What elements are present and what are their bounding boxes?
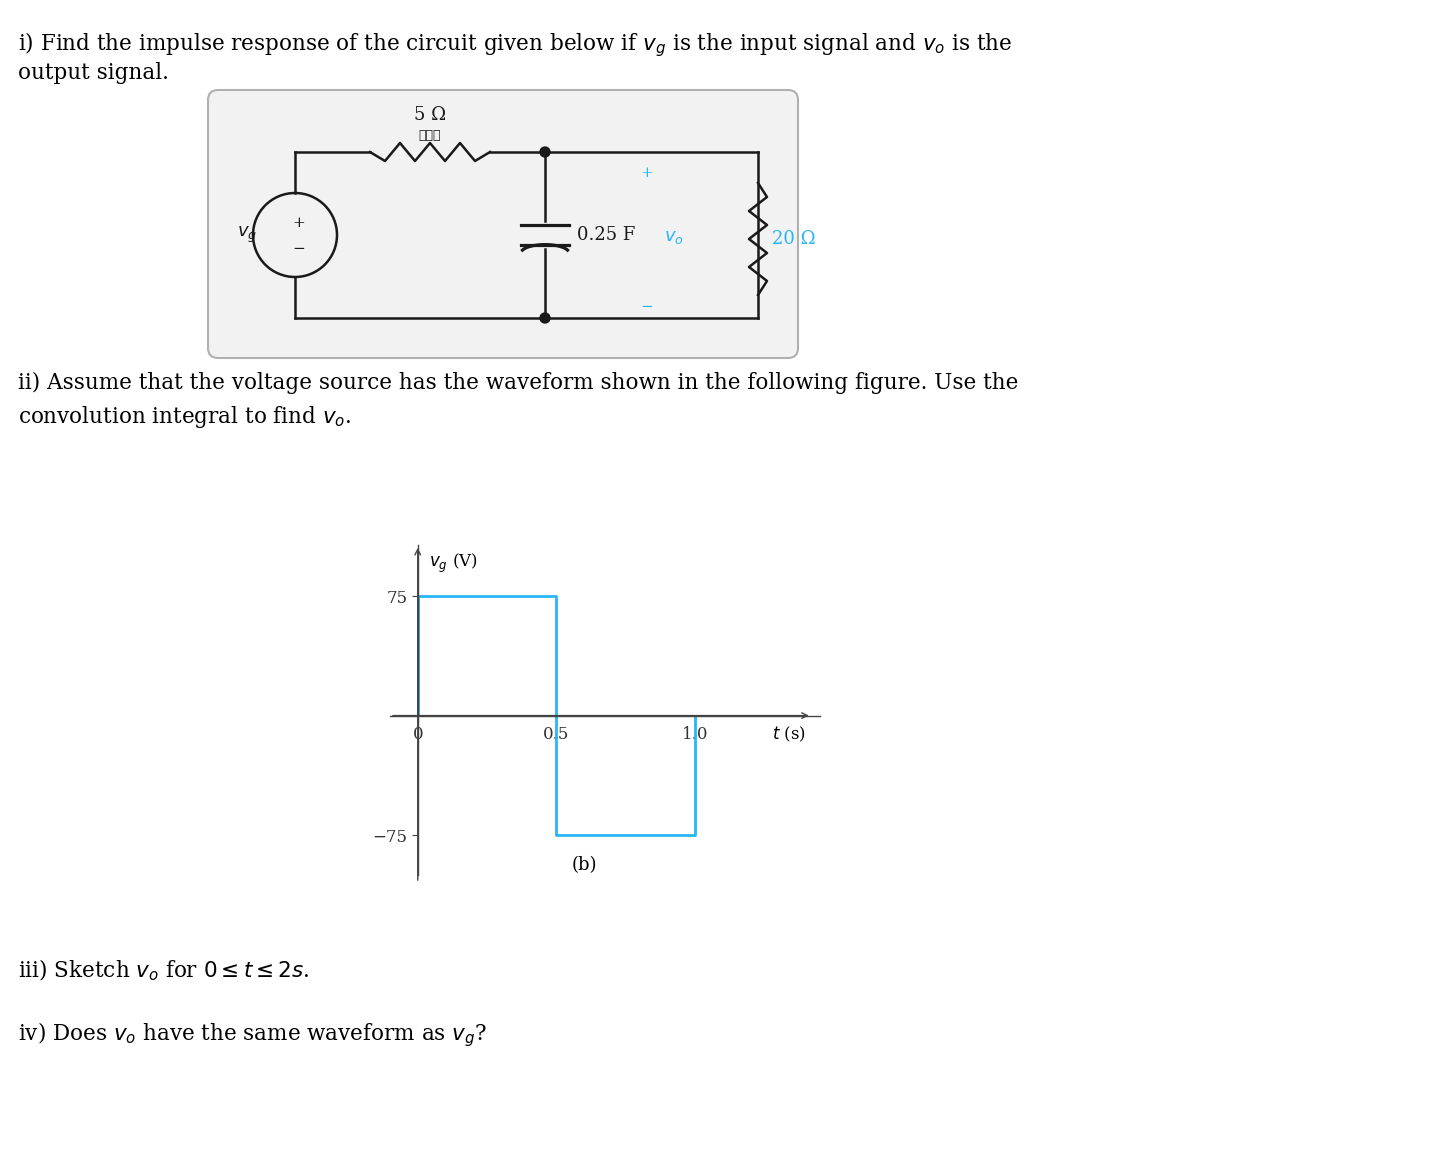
Text: ii) Assume that the voltage source has the waveform shown in the following figur: ii) Assume that the voltage source has t… — [19, 372, 1018, 394]
Text: −: − — [292, 242, 305, 256]
Text: −: − — [640, 300, 653, 314]
Text: $v_g$ (V): $v_g$ (V) — [428, 552, 477, 575]
Text: 0.25 F: 0.25 F — [577, 226, 636, 243]
Text: +: + — [292, 216, 305, 230]
FancyBboxPatch shape — [208, 91, 798, 358]
Text: iv) Does $v_o$ have the same waveform as $v_g$?: iv) Does $v_o$ have the same waveform as… — [19, 1020, 487, 1049]
Text: 5 Ω: 5 Ω — [414, 106, 445, 123]
Text: $v_o$: $v_o$ — [664, 228, 684, 246]
Text: (b): (b) — [571, 856, 597, 874]
Text: $t$ (s): $t$ (s) — [772, 726, 806, 744]
Circle shape — [540, 147, 550, 158]
Text: ⌇⌇⌇: ⌇⌇⌇ — [418, 129, 441, 142]
Text: output signal.: output signal. — [19, 62, 169, 83]
Circle shape — [540, 313, 550, 323]
Text: iii) Sketch $v_o$ for $0 \leq t \leq 2s$.: iii) Sketch $v_o$ for $0 \leq t \leq 2s$… — [19, 958, 309, 983]
Text: 20 Ω: 20 Ω — [772, 230, 816, 248]
Text: $v_g$: $v_g$ — [236, 225, 256, 245]
Text: convolution integral to find $v_o$.: convolution integral to find $v_o$. — [19, 405, 351, 430]
Text: +: + — [640, 166, 653, 180]
Text: i) Find the impulse response of the circuit given below if $v_g$ is the input si: i) Find the impulse response of the circ… — [19, 31, 1012, 59]
